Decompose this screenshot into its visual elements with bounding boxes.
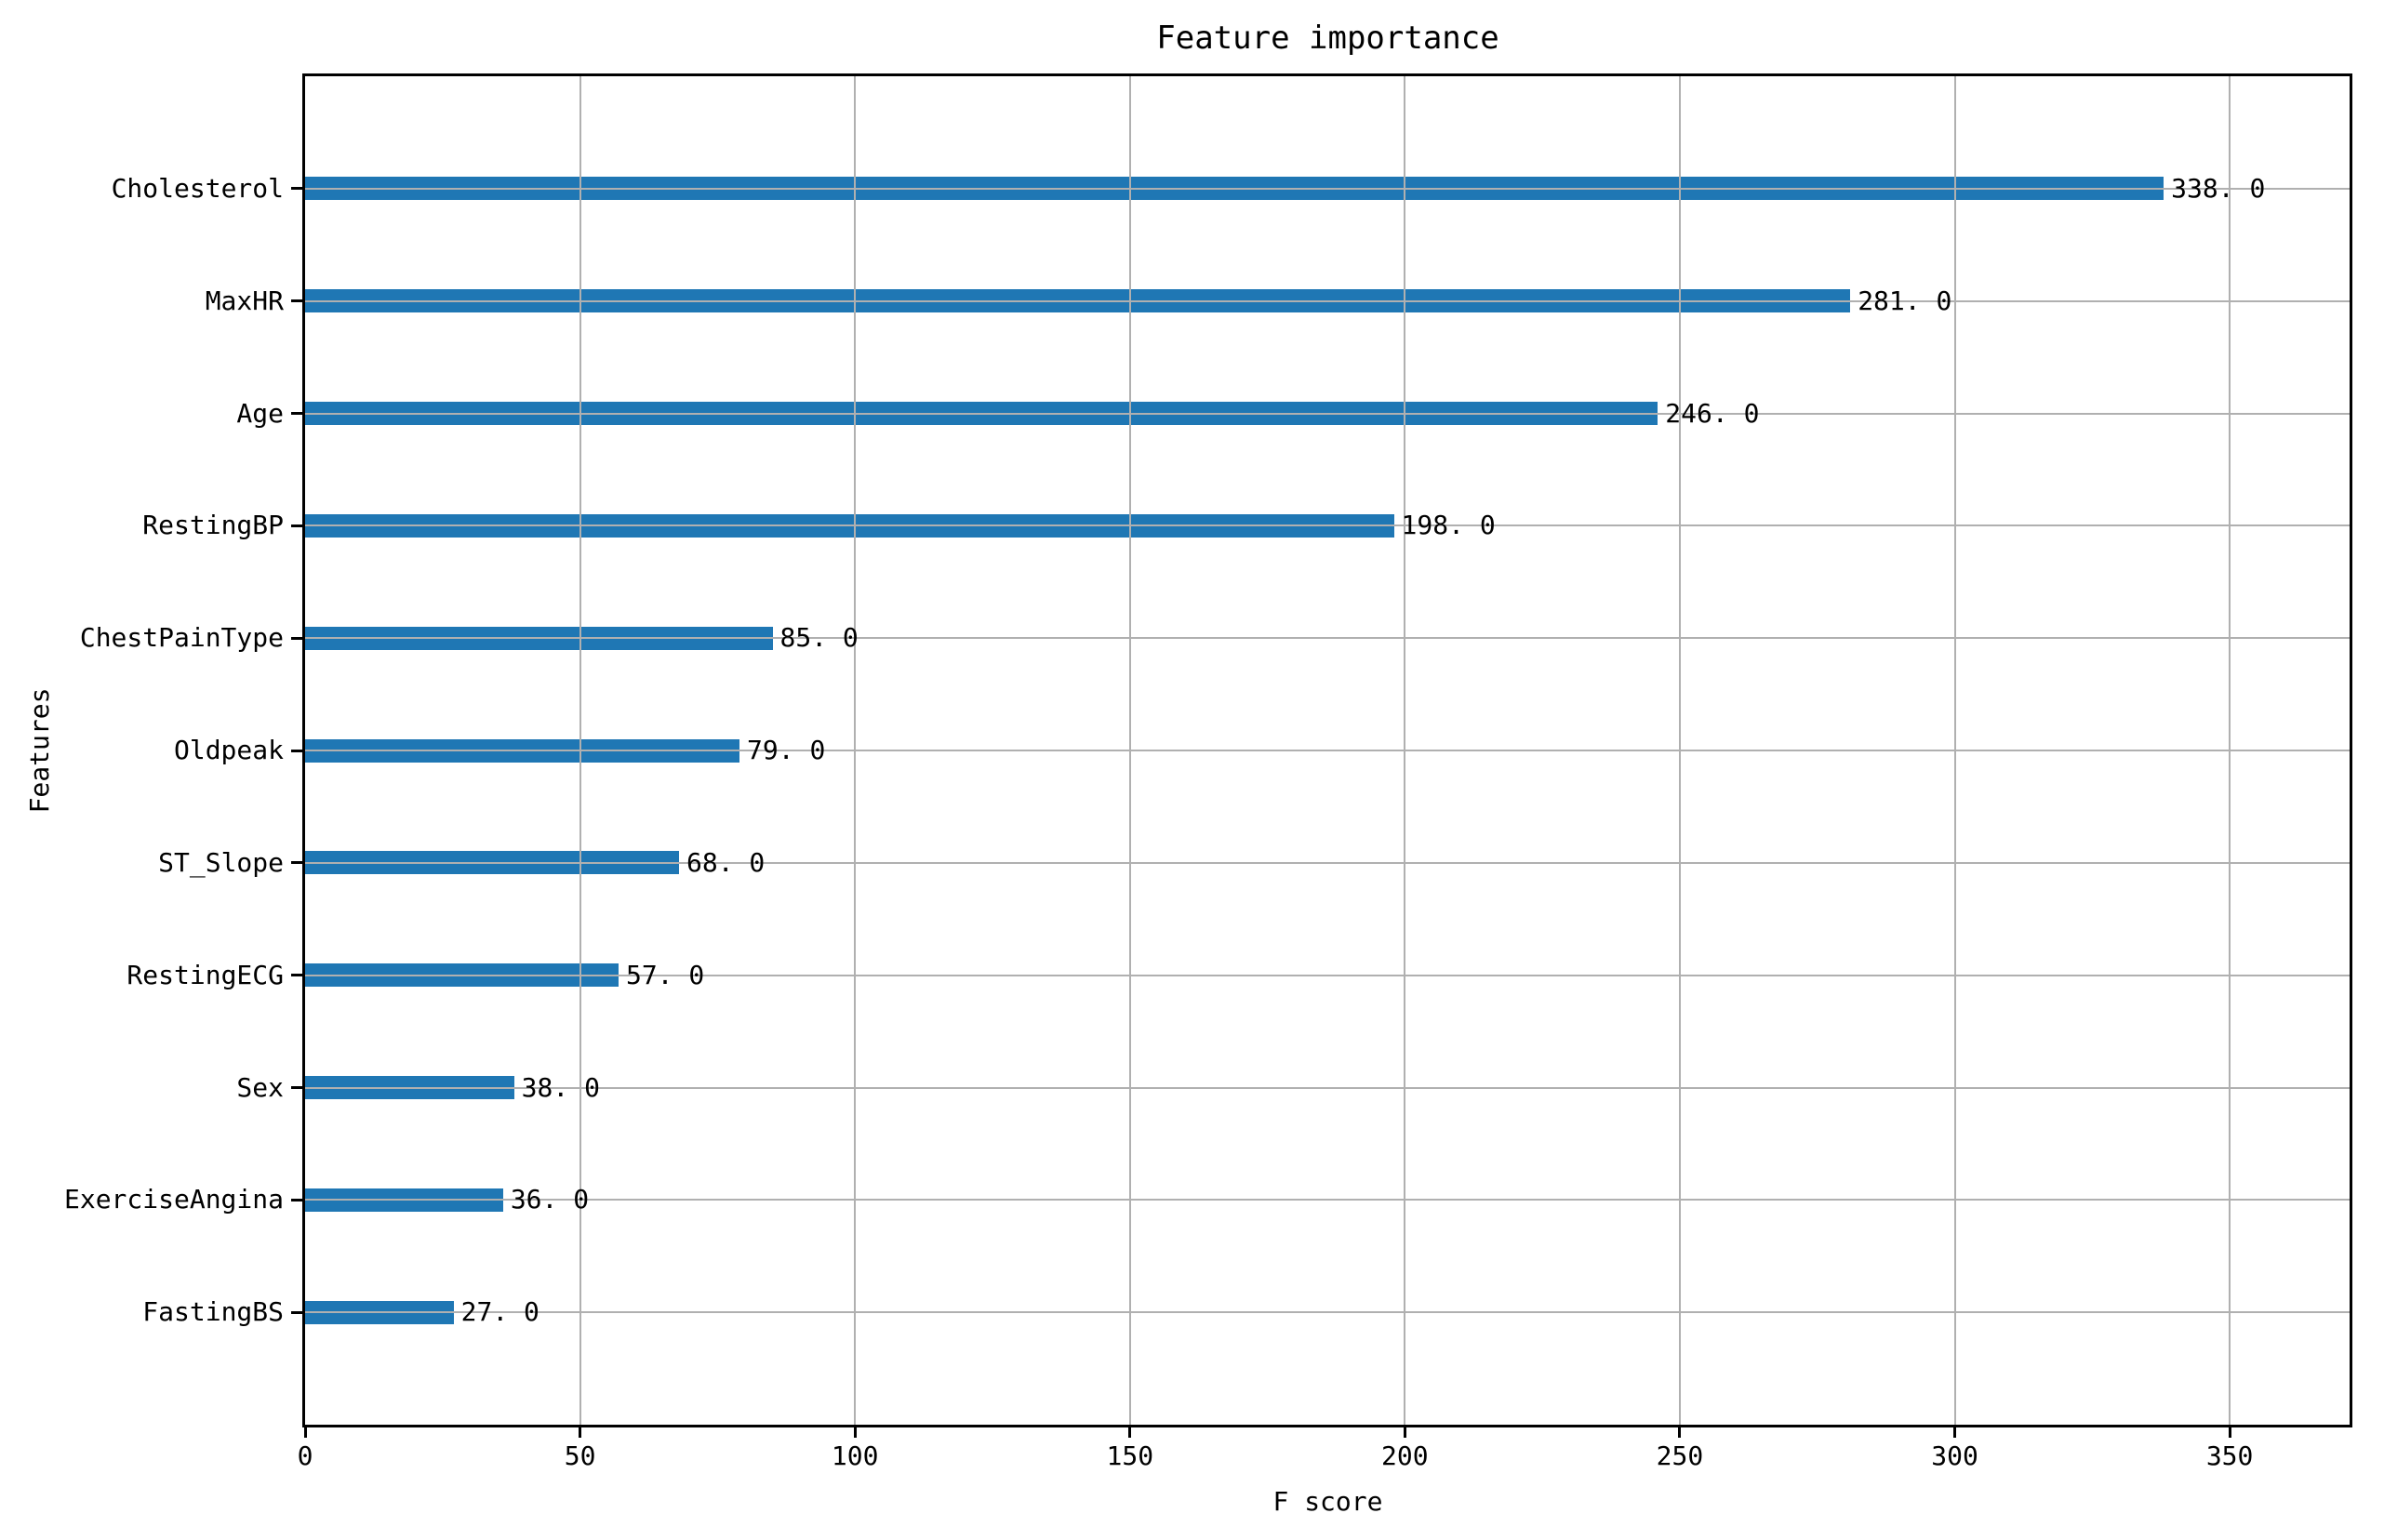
y-tick-mark — [291, 524, 302, 527]
x-tick-label: 200 — [1381, 1440, 1429, 1471]
bar-value-label: 281. 0 — [1858, 285, 1952, 316]
x-tick-label: 100 — [831, 1440, 879, 1471]
bar-value-label: 338. 0 — [2171, 172, 2266, 204]
y-tick-mark — [291, 187, 302, 191]
x-tick-mark — [1953, 1427, 1957, 1438]
y-tick-label: RestingECG — [127, 959, 284, 990]
y-gridline — [305, 1086, 2350, 1089]
y-tick-mark — [291, 299, 302, 303]
x-tick-mark — [853, 1427, 857, 1438]
bar-value-label: 27. 0 — [460, 1296, 539, 1328]
y-tick-label: MaxHR — [205, 285, 284, 316]
y-gridline — [305, 299, 2350, 302]
y-tick-label: ST_Slope — [158, 846, 284, 878]
bar-value-label: 198. 0 — [1401, 510, 1496, 541]
y-tick-mark — [291, 1198, 302, 1201]
x-axis-label: F score — [1272, 1486, 1383, 1517]
y-tick-mark — [291, 412, 302, 415]
y-tick-mark — [291, 974, 302, 977]
chart-title: Feature importance — [1156, 20, 1499, 57]
bar-value-label: 38. 0 — [521, 1071, 600, 1103]
y-tick-label: RestingBP — [142, 510, 284, 541]
x-tick-mark — [2228, 1427, 2231, 1438]
y-tick-label: Cholesterol — [111, 172, 284, 204]
y-tick-mark — [291, 749, 302, 752]
x-tick-label: 50 — [564, 1440, 596, 1471]
y-tick-label: ChestPainType — [79, 622, 284, 654]
x-tick-label: 150 — [1106, 1440, 1154, 1471]
x-tick-label: 300 — [1931, 1440, 1978, 1471]
y-tick-mark — [291, 1086, 302, 1089]
x-tick-mark — [1403, 1427, 1406, 1438]
y-tick-mark — [291, 861, 302, 865]
y-gridline — [305, 750, 2350, 751]
y-gridline — [305, 861, 2350, 864]
y-gridline — [305, 1199, 2350, 1201]
bar-value-label: 85. 0 — [779, 622, 859, 654]
y-tick-mark — [291, 636, 302, 640]
y-tick-mark — [291, 1310, 302, 1314]
x-tick-mark — [579, 1427, 582, 1438]
bar-value-label: 79. 0 — [747, 735, 826, 765]
y-gridline — [305, 1311, 2350, 1314]
y-tick-label: ExerciseAngina — [63, 1184, 284, 1215]
x-tick-mark — [1678, 1427, 1682, 1438]
y-axis-label: Features — [24, 687, 55, 814]
x-tick-mark — [303, 1427, 307, 1438]
bar-value-label: 36. 0 — [510, 1184, 590, 1215]
y-tick-label: Oldpeak — [173, 735, 284, 765]
x-tick-label: 0 — [297, 1440, 313, 1471]
y-gridline — [305, 412, 2350, 415]
y-gridline — [305, 524, 2350, 527]
x-tick-label: 250 — [1656, 1440, 1704, 1471]
bar-value-label: 246. 0 — [1665, 397, 1760, 429]
y-gridline — [305, 637, 2350, 640]
y-tick-label: FastingBS — [142, 1296, 284, 1328]
x-tick-mark — [1128, 1427, 1132, 1438]
y-gridline — [305, 187, 2350, 190]
x-tick-label: 350 — [2205, 1440, 2254, 1471]
y-tick-label: Sex — [236, 1071, 284, 1103]
y-tick-label: Age — [236, 397, 284, 429]
y-gridline — [305, 974, 2350, 976]
bar-value-label: 57. 0 — [625, 959, 705, 990]
bar-value-label: 68. 0 — [686, 846, 766, 878]
